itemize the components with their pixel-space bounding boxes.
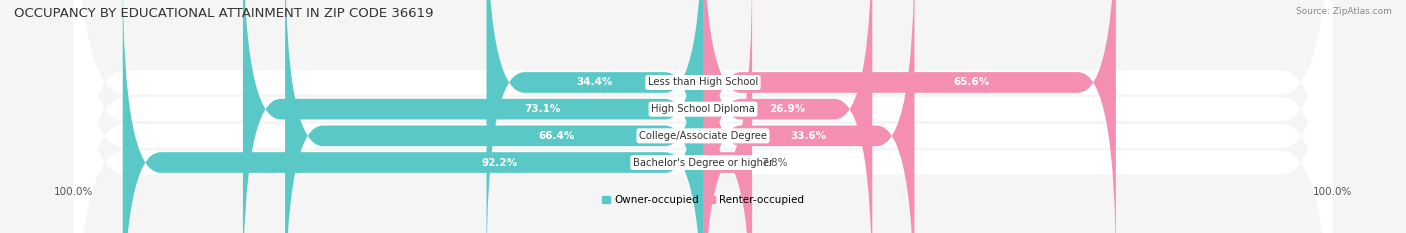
Text: High School Diploma: High School Diploma [651, 104, 755, 114]
FancyBboxPatch shape [703, 0, 914, 233]
Text: College/Associate Degree: College/Associate Degree [638, 131, 768, 141]
FancyBboxPatch shape [703, 0, 872, 233]
Text: 33.6%: 33.6% [790, 131, 827, 141]
FancyBboxPatch shape [73, 0, 1333, 233]
FancyBboxPatch shape [703, 0, 1116, 233]
FancyBboxPatch shape [285, 0, 703, 233]
FancyBboxPatch shape [122, 0, 703, 233]
Text: Bachelor's Degree or higher: Bachelor's Degree or higher [633, 158, 773, 168]
FancyBboxPatch shape [73, 0, 1333, 233]
FancyBboxPatch shape [243, 0, 703, 233]
Text: 66.4%: 66.4% [538, 131, 575, 141]
Text: 34.4%: 34.4% [576, 78, 613, 87]
FancyBboxPatch shape [486, 0, 703, 233]
Text: 65.6%: 65.6% [953, 78, 990, 87]
Text: 92.2%: 92.2% [482, 158, 517, 168]
Text: 26.9%: 26.9% [769, 104, 806, 114]
FancyBboxPatch shape [73, 0, 1333, 233]
Legend: Owner-occupied, Renter-occupied: Owner-occupied, Renter-occupied [598, 191, 808, 209]
Text: Less than High School: Less than High School [648, 78, 758, 87]
Text: 7.8%: 7.8% [762, 158, 787, 168]
Text: 73.1%: 73.1% [524, 104, 560, 114]
FancyBboxPatch shape [703, 0, 752, 233]
Text: Source: ZipAtlas.com: Source: ZipAtlas.com [1296, 7, 1392, 16]
FancyBboxPatch shape [73, 0, 1333, 233]
Text: OCCUPANCY BY EDUCATIONAL ATTAINMENT IN ZIP CODE 36619: OCCUPANCY BY EDUCATIONAL ATTAINMENT IN Z… [14, 7, 433, 20]
